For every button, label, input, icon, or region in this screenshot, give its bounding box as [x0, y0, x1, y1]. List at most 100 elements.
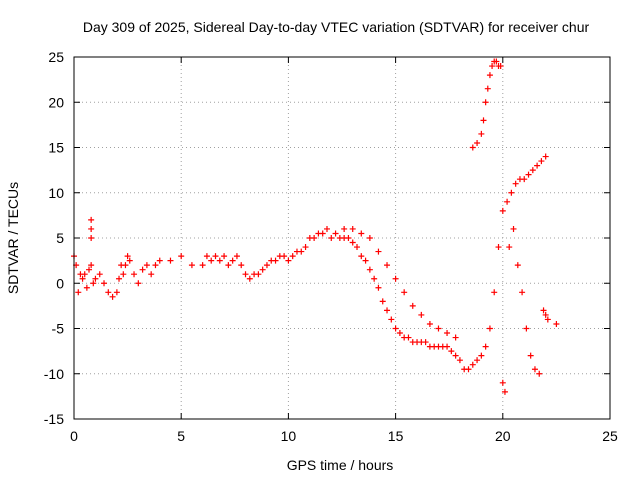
data-point: [90, 280, 97, 287]
data-point: [542, 153, 549, 160]
data-point: [525, 171, 532, 178]
data-point: [221, 253, 228, 260]
data-point: [366, 266, 373, 273]
data-point: [289, 253, 296, 260]
data-point: [484, 85, 491, 92]
data-point: [501, 388, 508, 395]
data-point: [388, 316, 395, 323]
data-point: [529, 167, 536, 174]
data-point: [362, 257, 369, 264]
data-point: [534, 162, 541, 169]
data-point: [225, 262, 232, 269]
data-point: [448, 348, 455, 355]
y-tick-label: -10: [44, 366, 64, 382]
data-point: [143, 262, 150, 269]
data-point: [478, 130, 485, 137]
data-point: [105, 289, 112, 296]
y-tick-label: 25: [48, 49, 64, 65]
data-point: [452, 352, 459, 359]
data-point: [156, 257, 163, 264]
data-point: [302, 244, 309, 251]
data-point: [540, 307, 547, 314]
data-point: [418, 311, 425, 318]
data-point: [544, 316, 551, 323]
y-tick-label: 15: [48, 140, 64, 156]
data-point: [152, 262, 159, 269]
data-point: [281, 253, 288, 260]
data-point: [208, 257, 215, 264]
data-point: [456, 357, 463, 364]
data-point: [375, 284, 382, 291]
data-point: [384, 262, 391, 269]
data-point: [188, 262, 195, 269]
data-point: [435, 325, 442, 332]
data-point: [81, 271, 88, 278]
data-point: [469, 361, 476, 368]
data-point: [323, 225, 330, 232]
axis-ticks: 0 5 10 15 20 25 -15 -10 -5 0 5 10 15 20 25: [44, 49, 618, 444]
data-point: [148, 271, 155, 278]
data-point: [396, 330, 403, 337]
x-tick-label: 10: [281, 428, 297, 444]
data-point: [499, 379, 506, 386]
data-point: [88, 235, 95, 241]
data-point: [474, 139, 481, 146]
data-point: [122, 262, 129, 269]
data-point: [199, 262, 206, 269]
data-point: [285, 257, 292, 264]
data-point: [135, 280, 142, 287]
data-points: [71, 58, 560, 395]
y-axis-label: SDTVAR / TECUs: [5, 182, 21, 294]
data-point: [233, 253, 240, 260]
y-tick-label: 5: [56, 230, 64, 246]
data-point: [79, 275, 86, 282]
data-point: [512, 180, 519, 187]
data-point: [349, 225, 356, 232]
data-point: [167, 257, 174, 264]
data-point: [113, 289, 120, 296]
data-point: [328, 235, 335, 241]
data-point: [542, 311, 549, 318]
data-point: [491, 289, 498, 296]
data-point: [366, 235, 373, 241]
data-point: [349, 239, 356, 246]
data-point: [493, 58, 500, 65]
data-point: [259, 266, 266, 273]
data-point: [120, 271, 127, 278]
data-point: [354, 244, 361, 251]
data-point: [426, 320, 433, 327]
data-point: [510, 225, 517, 232]
data-point: [409, 302, 416, 309]
data-point: [497, 63, 504, 70]
data-point: [212, 253, 219, 260]
x-tick-label: 25: [602, 428, 618, 444]
data-point: [506, 244, 513, 251]
data-point: [514, 262, 521, 269]
data-point: [482, 343, 489, 350]
data-point: [83, 284, 90, 291]
data-point: [538, 158, 545, 165]
data-point: [521, 176, 528, 183]
data-point: [480, 117, 487, 124]
data-point: [341, 225, 348, 232]
data-point: [88, 262, 95, 269]
data-point: [319, 230, 326, 237]
data-point: [536, 370, 543, 377]
data-point: [527, 352, 534, 359]
data-point: [139, 266, 146, 273]
data-point: [504, 198, 511, 205]
data-point: [242, 271, 249, 278]
data-point: [101, 280, 108, 287]
data-point: [358, 253, 365, 260]
y-tick-label: 10: [48, 185, 64, 201]
data-point: [203, 253, 210, 260]
data-point: [86, 266, 93, 273]
data-point: [96, 271, 103, 278]
data-point: [126, 257, 133, 264]
data-point: [519, 289, 526, 296]
x-axis-label: GPS time / hours: [287, 457, 394, 473]
data-point: [332, 230, 339, 237]
data-point: [375, 248, 382, 255]
data-point: [523, 325, 530, 332]
data-point: [298, 248, 305, 255]
